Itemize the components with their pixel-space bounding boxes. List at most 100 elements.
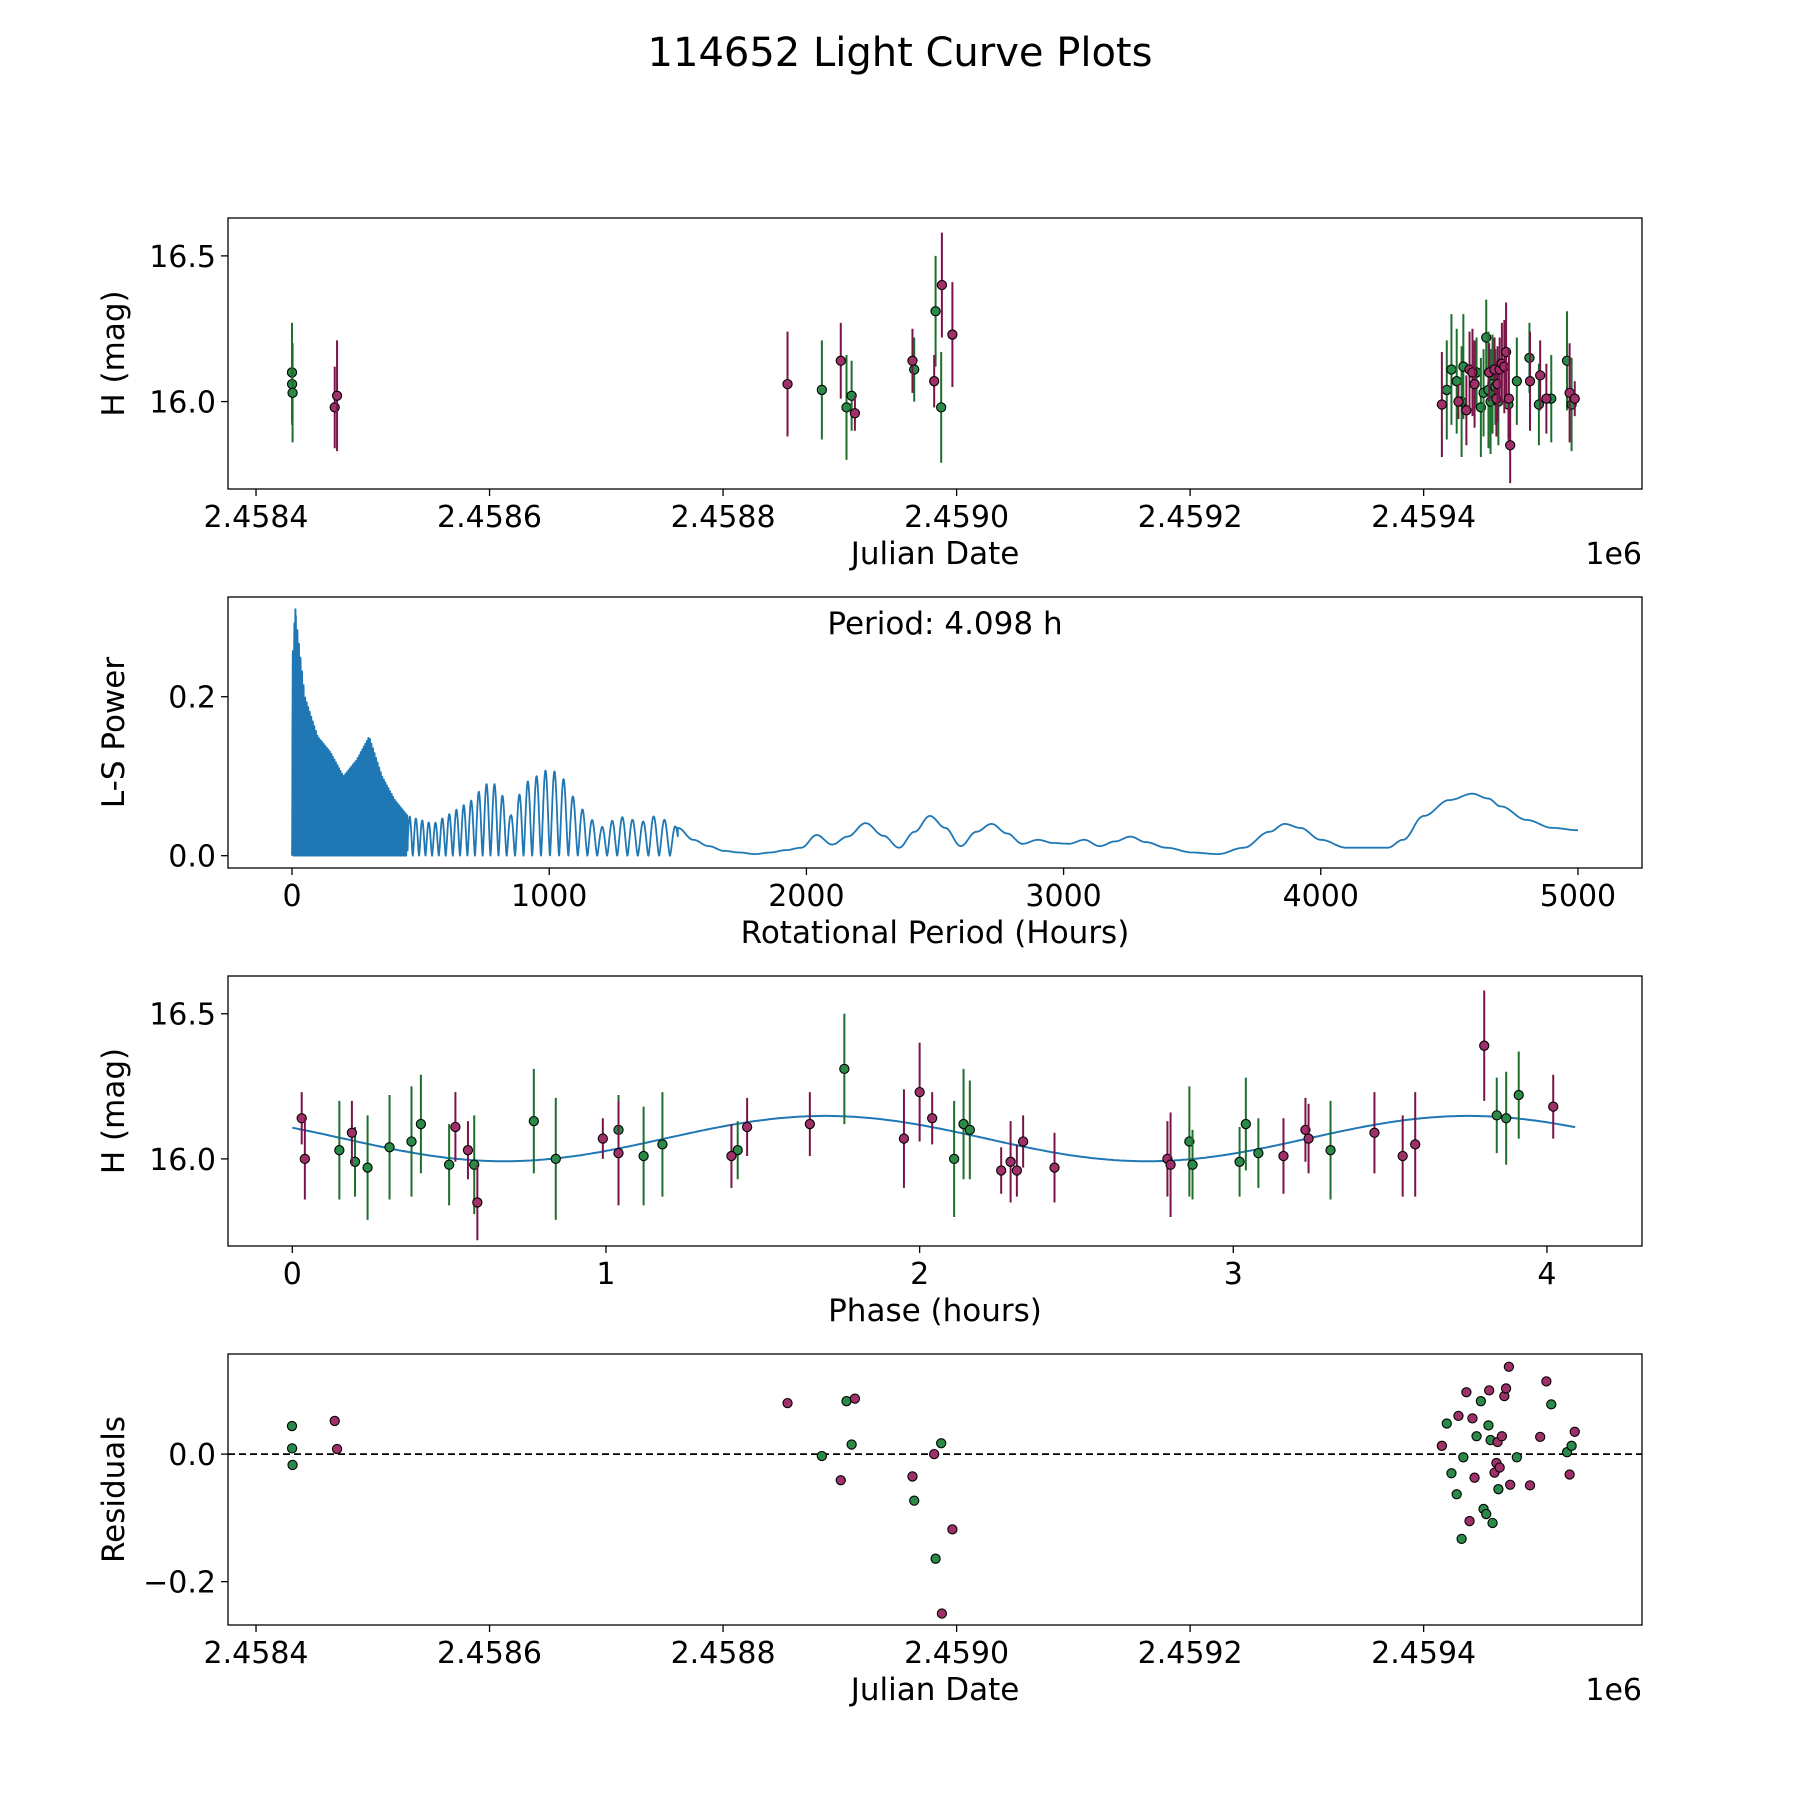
phase-red-point xyxy=(450,1121,461,1133)
lightcurve-red-point xyxy=(1541,393,1552,404)
phase-red-point xyxy=(462,1145,474,1156)
phase-green-point xyxy=(384,1142,395,1153)
lightcurve-green-point xyxy=(816,384,828,396)
periodogram-x-tick-label: 2000 xyxy=(768,879,844,914)
phase-red-point xyxy=(1479,1040,1490,1051)
lightcurve-red-point xyxy=(1453,396,1464,407)
residuals-green-point xyxy=(1475,1396,1487,1407)
residuals-red-point xyxy=(929,1448,940,1460)
residuals-green-point xyxy=(1456,1533,1467,1545)
residuals-x-tick-label: 2.4588 xyxy=(671,1636,776,1671)
residuals-red-point xyxy=(1541,1376,1552,1387)
residuals-y-tick-label: 0.0 xyxy=(168,1438,216,1473)
residuals-red-point xyxy=(936,1608,948,1619)
lightcurve-panel: 2.4584 2.4586 2.4588 2.4590 2.4592 2.4594 16.0… xyxy=(96,217,1643,572)
residuals-green-point xyxy=(1471,1431,1482,1442)
phase-red-point xyxy=(1303,1133,1314,1144)
residuals-green-point xyxy=(846,1439,857,1450)
residuals-x-tick-label: 2.4590 xyxy=(904,1636,1009,1671)
periodogram-x-axis-label: Rotational Period (Hours) xyxy=(741,915,1130,951)
lightcurve-x-offset-label: 1e6 xyxy=(1585,537,1642,572)
residuals-green-point xyxy=(930,1553,941,1564)
residuals-green-point xyxy=(286,1443,298,1454)
periodogram-y-tick-label: 0.0 xyxy=(168,840,216,875)
lightcurve-green-point xyxy=(930,306,941,317)
residuals-green-point xyxy=(1511,1452,1522,1463)
periodogram-power-line xyxy=(291,608,1579,857)
residuals-red-point xyxy=(1453,1410,1464,1422)
residuals-red-point xyxy=(1503,1361,1515,1372)
residuals-green-point xyxy=(1481,1508,1492,1520)
periodogram-x-tick-label: 5000 xyxy=(1540,879,1616,914)
phase-red-point xyxy=(1410,1139,1421,1150)
lightcurve-red-point xyxy=(1524,376,1536,387)
lightcurve-red-point xyxy=(1569,393,1580,404)
phase-model-curve xyxy=(292,1114,1576,1163)
phase-green-point xyxy=(1325,1145,1336,1156)
lightcurve-x-tick-label: 2.4586 xyxy=(437,500,542,535)
residuals-red-point xyxy=(1524,1480,1536,1491)
phase-x-tick-label: 0 xyxy=(283,1257,302,1292)
residuals-red-point xyxy=(1467,1413,1478,1424)
lightcurve-green-point xyxy=(1451,376,1462,387)
residuals-green-point xyxy=(1493,1484,1504,1495)
phase-green-point xyxy=(1234,1156,1245,1167)
residuals-y-tick-label: −0.2 xyxy=(143,1566,216,1601)
residuals-green-point xyxy=(1566,1440,1577,1451)
lightcurve-y-axis-label: H (mag) xyxy=(96,290,132,416)
residuals-red-point xyxy=(1461,1387,1472,1398)
phase-x-axis-label: Phase (hours) xyxy=(828,1293,1042,1329)
lightcurve-green-point xyxy=(909,364,920,375)
periodogram-y-axis-label: L-S Power xyxy=(96,657,132,808)
phase-y-axis-label: H (mag) xyxy=(96,1048,132,1174)
residuals-green-point xyxy=(1441,1418,1452,1429)
phase-green-point xyxy=(334,1145,345,1156)
residuals-x-tick-label: 2.4586 xyxy=(437,1636,542,1671)
lightcurve-red-point xyxy=(1499,361,1510,372)
lightcurve-red-point xyxy=(1436,399,1448,410)
phase-red-point xyxy=(1049,1162,1060,1173)
residuals-green-point xyxy=(286,1420,298,1432)
lightcurve-red-point xyxy=(331,390,343,401)
phase-red-point xyxy=(898,1133,910,1144)
phase-green-point xyxy=(1187,1159,1198,1170)
residuals-green-point xyxy=(1487,1517,1498,1529)
phase-red-point xyxy=(1165,1159,1176,1170)
phase-green-point xyxy=(1501,1113,1512,1124)
residuals-red-point xyxy=(1535,1431,1546,1443)
residuals-x-tick-label: 2.4584 xyxy=(204,1636,309,1671)
phase-red-point xyxy=(804,1118,815,1130)
phase-green-point xyxy=(443,1159,455,1170)
phase-green-point xyxy=(958,1118,969,1130)
residuals-red-point xyxy=(1564,1469,1575,1480)
residuals-red-point xyxy=(331,1443,343,1455)
phase-green-point xyxy=(964,1124,975,1136)
residuals-red-point xyxy=(1464,1515,1475,1527)
lightcurve-red-point xyxy=(1505,440,1516,451)
periodogram-y-tick-label: 0.2 xyxy=(168,681,216,716)
phase-green-point xyxy=(657,1139,668,1150)
residuals-plot-frame xyxy=(227,1353,1643,1626)
phase-red-point xyxy=(1005,1156,1016,1167)
lightcurve-red-point xyxy=(1469,378,1480,390)
lightcurve-green-point xyxy=(841,402,852,413)
periodogram-panel: 0 1000 2000 3000 4000 5000 0.0 0.2 Rotational Pe… xyxy=(96,596,1643,951)
periodogram-x-tick-label: 0 xyxy=(282,879,301,914)
lightcurve-red-point xyxy=(1492,378,1503,390)
phase-red-point xyxy=(613,1147,624,1159)
residuals-y-axis-label: Residuals xyxy=(96,1416,132,1563)
residuals-x-tick-label: 2.4592 xyxy=(1138,1636,1243,1671)
phase-green-point xyxy=(415,1118,427,1130)
phase-plot-frame xyxy=(227,975,1643,1247)
lightcurve-plot-frame xyxy=(227,217,1643,490)
lightcurve-green-point xyxy=(1446,364,1457,375)
phase-green-point xyxy=(362,1162,373,1173)
residuals-red-point xyxy=(1500,1383,1512,1394)
phase-red-point xyxy=(597,1133,608,1144)
residuals-red-point xyxy=(947,1524,958,1535)
phase-green-point xyxy=(528,1116,539,1127)
phase-x-tick-label: 3 xyxy=(1224,1257,1243,1292)
residuals-x-offset-label: 1e6 xyxy=(1585,1673,1642,1708)
